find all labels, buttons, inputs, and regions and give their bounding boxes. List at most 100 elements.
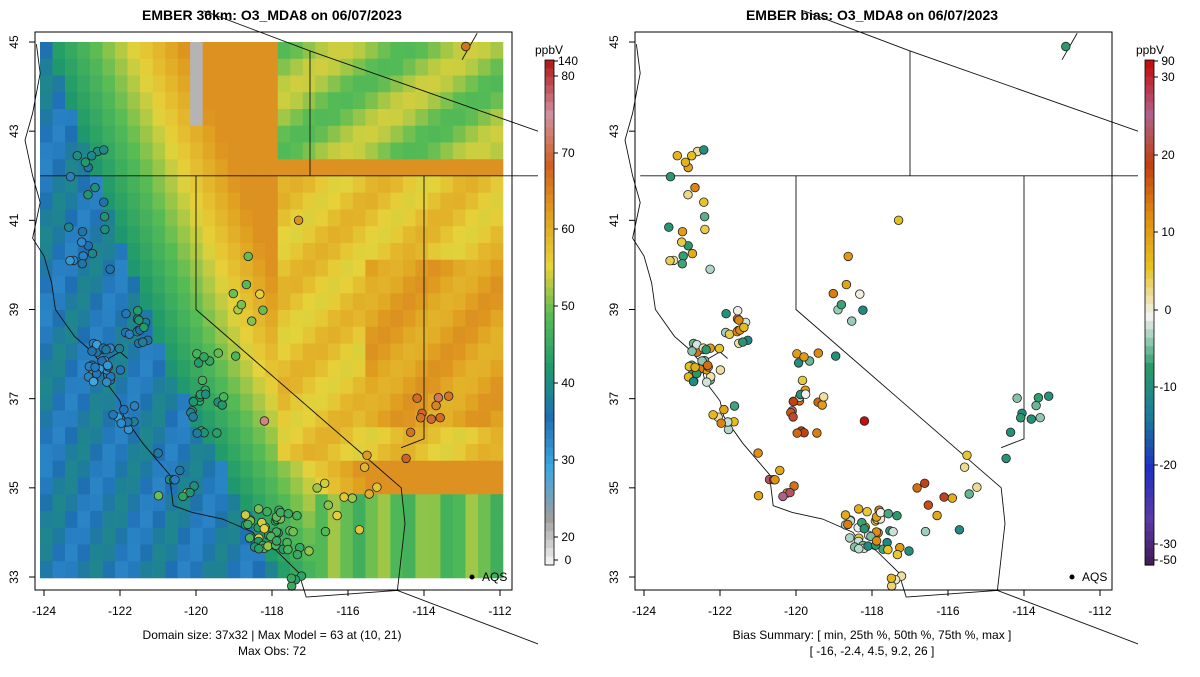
colorbar-segment [1145,522,1154,532]
grid-cell [452,226,466,244]
grid-cell [327,527,341,545]
grid-cell [90,393,103,411]
colorbar-segment [1145,169,1154,179]
grid-cell [465,561,479,579]
grid-cell [227,209,241,227]
grid-cell [340,109,354,127]
grid-cell [65,42,78,60]
grid-cell [340,511,354,529]
grid-cell [302,427,316,445]
grid-cell [40,343,53,361]
grid-cell [327,176,341,194]
grid-cell [390,393,404,411]
obs-site [124,329,135,340]
grid-cell [190,276,203,294]
grid-cell [490,125,504,143]
colorbar-segment [545,556,554,566]
grid-cell [165,259,178,277]
grid-cell [65,75,78,93]
grid-cell [365,511,379,529]
grid-cell [302,460,316,478]
grid-cell [440,42,454,60]
grid-cell [190,259,203,277]
grid-cell [77,75,91,93]
grid-cell [415,276,429,294]
grid-cell [452,377,466,395]
grid-cell [315,544,329,562]
grid-cell [390,58,404,76]
colorbar-segment [545,203,554,213]
grid-cell [52,209,66,227]
colorbar-segment [545,295,554,305]
obs-site [129,401,140,411]
grid-cell [140,159,153,177]
colorbar-segment [1145,304,1154,314]
grid-cell [490,527,504,545]
grid-cell [65,360,78,378]
grid-cell [40,460,53,478]
grid-cell [390,444,404,462]
grid-cell [240,460,254,478]
grid-cell [415,159,429,177]
colorbar-segment [545,329,554,339]
grid-cell [177,58,191,76]
grid-cell [290,226,304,244]
grid-cell [315,360,329,378]
grid-cell [40,494,53,512]
grid-cell [352,159,366,177]
grid-cell [277,477,291,495]
grid-cell [377,511,391,529]
grid-cell [477,494,491,512]
grid-cell [127,42,141,60]
grid-cell [340,460,354,478]
grid-cell [202,460,216,478]
grid-cell [165,125,178,143]
grid-cell [365,293,379,311]
grid-cell [65,343,78,361]
grid-cell [415,477,429,495]
colorbar-segment [1145,219,1154,229]
obs-site [788,397,799,407]
grid-cell [327,159,341,177]
grid-cell [302,511,316,529]
grid-cell [377,259,391,277]
obs-site [246,316,257,326]
grid-cell [390,511,404,529]
colorbar-segment [545,438,554,448]
grid-cell [452,511,466,529]
grid-cell [227,460,241,478]
grid-cell [315,125,329,143]
grid-cell [90,259,103,277]
x-tick-label: -116 [336,604,359,618]
grid-cell [352,109,366,127]
grid-cell [227,393,241,411]
grid-cell [415,75,429,93]
grid-cell [277,142,291,160]
grid-cell [390,176,404,194]
grid-cell [415,427,429,445]
obs-site [680,157,691,168]
grid-cell [40,109,53,127]
obs-site [687,248,698,259]
grid-cell [65,125,78,143]
grid-cell [477,226,491,244]
obs-site [858,305,868,315]
model-grid [40,42,504,579]
obs-site [699,145,709,155]
colorbar-segment [1145,396,1154,406]
colorbar-segment [1145,85,1154,95]
grid-cell [465,159,479,177]
colorbar-segment [1145,531,1154,541]
grid-cell [365,226,379,244]
grid-cell [452,561,466,579]
grid-cell [440,527,454,545]
grid-cell [140,427,153,445]
grid-cell [302,243,316,261]
grid-cell [52,444,66,462]
colorbar-segment [1145,464,1154,473]
colorbar-tick-label: 20 [561,530,575,544]
grid-cell [277,460,291,478]
grid-cell [102,477,116,495]
grid-cell [490,176,504,194]
grid-cell [465,259,479,277]
